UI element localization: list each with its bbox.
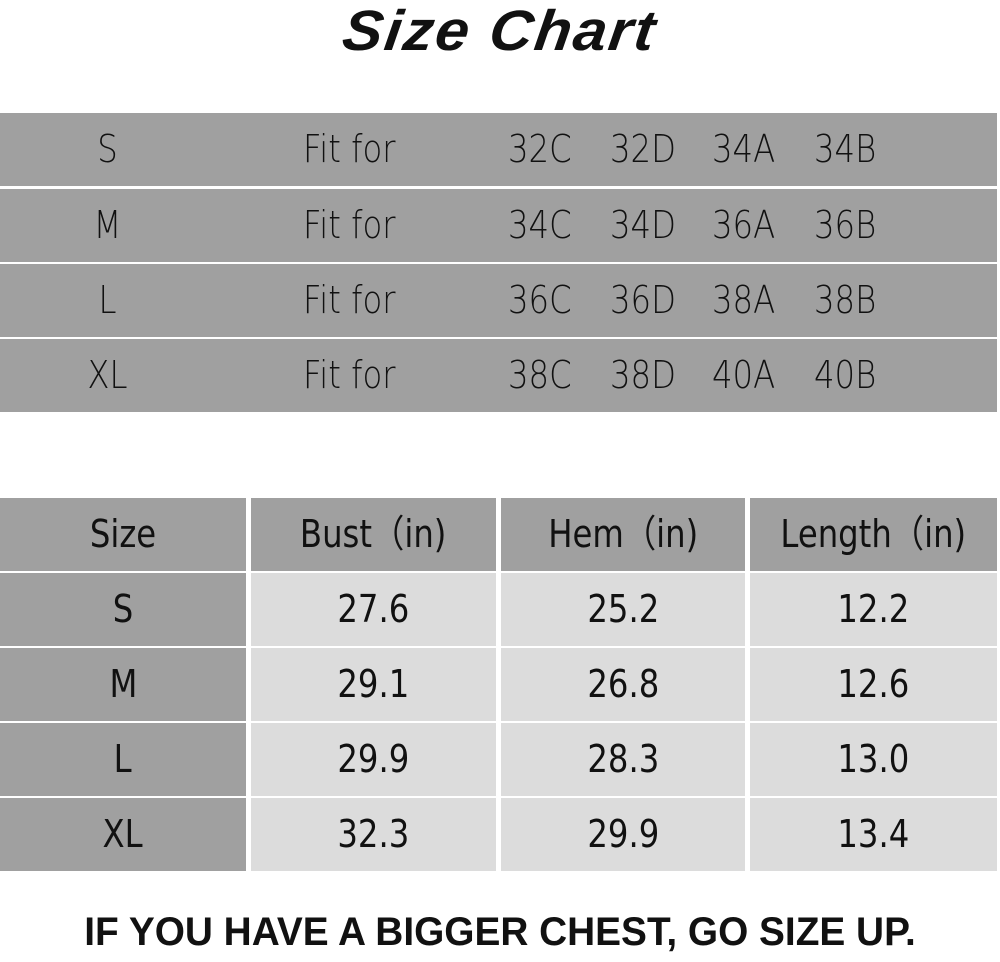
fit-label: Fit for — [303, 203, 396, 247]
cell-text: S — [112, 587, 134, 631]
fit-value: 38C — [508, 353, 572, 397]
cell-hem: 29.9 — [501, 798, 745, 871]
cell-size: S — [0, 573, 246, 646]
cell-hem: 28.3 — [501, 723, 745, 796]
fit-value: 34C — [508, 203, 572, 247]
cell-hem: 26.8 — [501, 648, 745, 721]
cell-size: L — [0, 723, 246, 796]
header-size: Size — [0, 498, 246, 571]
cell-length: 12.2 — [750, 573, 997, 646]
cell-text: 28.3 — [587, 737, 659, 781]
cell-bust: 32.3 — [251, 798, 496, 871]
cell-text: 29.1 — [337, 662, 410, 706]
header-bust: Bust（in) — [251, 498, 496, 571]
cell-text: 25.2 — [587, 587, 659, 631]
fit-value: 38D — [610, 353, 676, 397]
cell-text: 12.2 — [837, 587, 910, 631]
cell-text: 27.6 — [337, 587, 410, 631]
cell-size: M — [0, 648, 246, 721]
cell-text: M — [109, 662, 137, 706]
fit-value: 32D — [610, 127, 676, 171]
page-title: Size Chart — [338, 0, 662, 63]
fit-value: 36C — [508, 278, 572, 322]
cell-size: XL — [0, 798, 246, 871]
cell-text: Size — [89, 512, 157, 556]
header-hem: Hem（in) — [501, 498, 745, 571]
size-label: L — [98, 278, 117, 322]
header-length: Length（in) — [750, 498, 997, 571]
size-up-note: IF YOU HAVE A BIGGER CHEST, GO SIZE UP. — [84, 910, 916, 954]
fit-label: Fit for — [303, 353, 396, 397]
cell-text: 12.6 — [837, 662, 910, 706]
fit-value: 38A — [712, 278, 776, 322]
fit-value: 40B — [814, 353, 877, 397]
cell-length: 12.6 — [750, 648, 997, 721]
cell-length: 13.0 — [750, 723, 997, 796]
cell-text: 29.9 — [337, 737, 410, 781]
cell-text: 29.9 — [587, 812, 659, 856]
fit-value: 34A — [712, 127, 776, 171]
cell-text: 32.3 — [337, 812, 410, 856]
cell-text: Length（in) — [780, 512, 967, 556]
cell-text: 13.4 — [837, 812, 910, 856]
cell-text: 26.8 — [587, 662, 659, 706]
cell-hem: 25.2 — [501, 573, 745, 646]
cell-bust: 29.9 — [251, 723, 496, 796]
size-label: XL — [87, 353, 128, 397]
fit-value: 32C — [508, 127, 572, 171]
cell-text: XL — [102, 812, 144, 856]
cell-text: 13.0 — [837, 737, 910, 781]
fit-row-xl: XL Fit for 38C 38D 40A 40B — [0, 339, 997, 412]
size-label: M — [93, 203, 122, 247]
fit-value: 36D — [610, 278, 676, 322]
fit-value: 36B — [814, 203, 877, 247]
fit-row-m: M Fit for 34C 34D 36A 36B — [0, 189, 997, 262]
fit-label: Fit for — [303, 127, 396, 171]
fit-value: 34B — [814, 127, 877, 171]
fit-value: 40A — [712, 353, 776, 397]
fit-row-s: S Fit for 32C 32D 34A 34B — [0, 113, 997, 186]
fit-value: 36A — [712, 203, 776, 247]
cell-bust: 29.1 — [251, 648, 496, 721]
fit-row-l: L Fit for 36C 36D 38A 38B — [0, 264, 997, 337]
fit-value: 34D — [610, 203, 676, 247]
size-label: S — [97, 127, 118, 171]
cell-length: 13.4 — [750, 798, 997, 871]
cell-text: Bust（in) — [300, 512, 447, 556]
cell-text: Hem（in) — [548, 512, 698, 556]
fit-label: Fit for — [303, 278, 396, 322]
cell-bust: 27.6 — [251, 573, 496, 646]
cell-text: L — [113, 737, 132, 781]
fit-value: 38B — [814, 278, 877, 322]
